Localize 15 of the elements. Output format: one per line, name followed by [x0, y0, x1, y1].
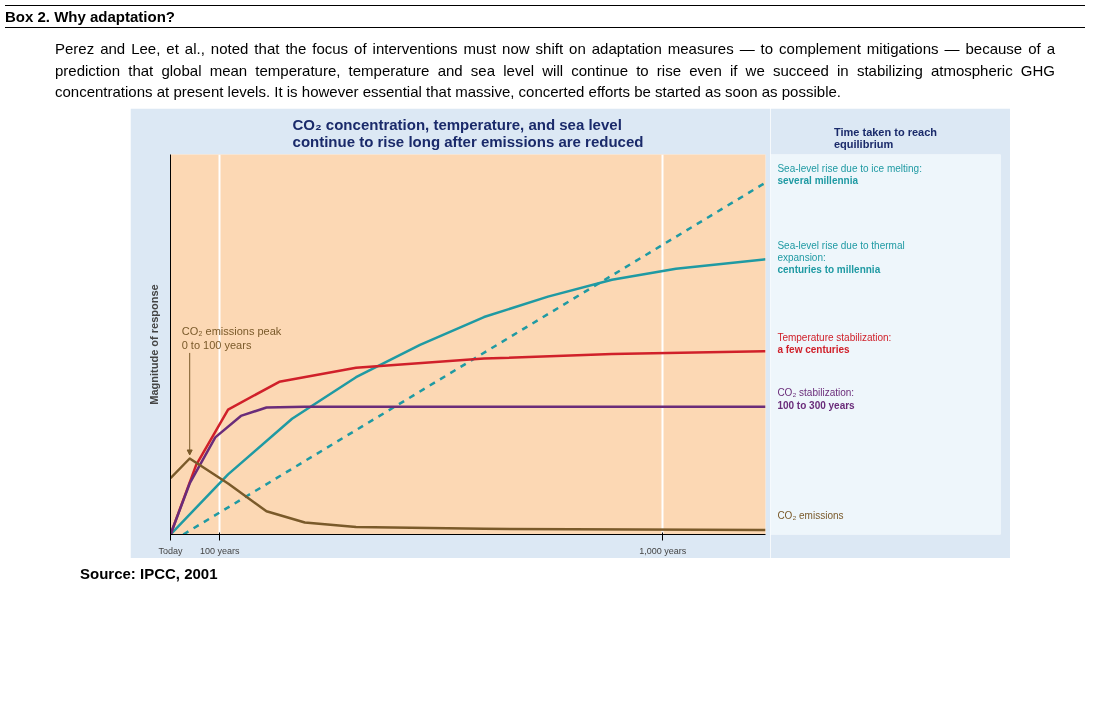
text: Box 2. Why adaptation? — [5, 8, 176, 25]
legend-title: Time taken to reach equilibrium — [833, 125, 938, 150]
series-label: Sea-level rise due to ice melting: several millennia — [777, 162, 922, 187]
annotation: CO₂ emissions peak 0 to 100 years — [181, 324, 282, 351]
series-label: CO₂ stabilization: 100 to 300 years — [777, 386, 856, 411]
text: Perez and Lee, et al., noted that the focus of interventions must now shift on adaptation measures — to complement mitigations — because of a prediction that global mean temperature, temperature and sea level will continue to rise even if we succeed in stabilizing atmospheric GHG concentrations at present levels. It is however essential that massive, concerted efforts be started as soon as possible. — [55, 39, 1055, 103]
x-tick-label: 100 years — [199, 545, 240, 556]
y-axis-title: Magnitude of response — [147, 283, 160, 405]
source-note: Source: IPCC, 2001 — [80, 564, 218, 582]
x-tick-label: 1,000 years — [639, 545, 687, 556]
chart-title: CO₂ concentration, temperature, and sea level continue to rise long after emissions are reduced — [292, 115, 644, 150]
series-label: Sea-level rise due to thermal expansion: centuries to millennia — [777, 239, 905, 276]
series-label: Temperature stabilization: a few centuries — [777, 331, 892, 355]
x-tick-label: Today — [158, 545, 184, 556]
series-label: CO₂ emissions — [777, 510, 844, 522]
